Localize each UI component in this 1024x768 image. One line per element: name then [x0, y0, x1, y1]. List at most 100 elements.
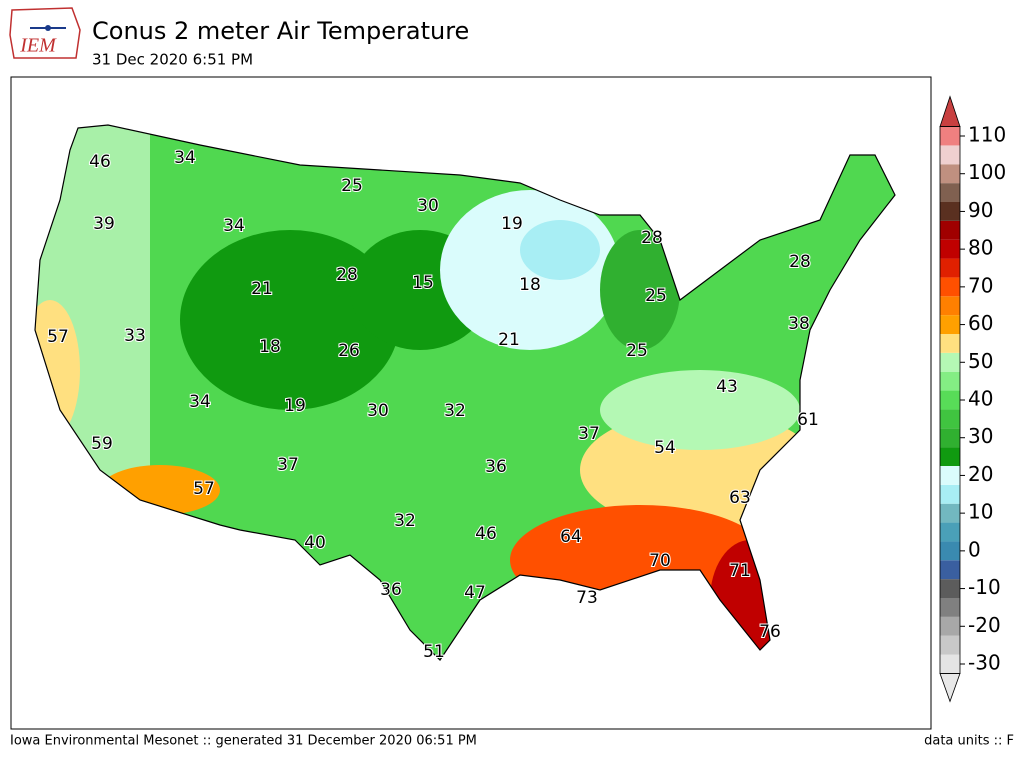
colorbar-cell: [940, 277, 960, 297]
temperature-label: 39: [93, 214, 115, 234]
temperature-label: 43: [716, 377, 738, 397]
colorbar-tick-label: 0: [968, 537, 981, 561]
colorbar-cell: [940, 447, 960, 466]
temperature-label: 30: [367, 401, 389, 421]
temperature-label: 57: [193, 479, 215, 499]
colorbar-cell: [940, 541, 960, 561]
colorbar-cell: [940, 503, 960, 523]
colorbar-cell: [940, 466, 960, 485]
temperature-label: 19: [284, 396, 306, 416]
temperature-label: 57: [47, 327, 69, 347]
colorbar-cell: [940, 635, 960, 655]
temperature-label: 61: [797, 410, 819, 430]
temperature-label: 26: [338, 341, 360, 361]
temperature-label: 34: [223, 216, 245, 236]
temperature-label: 32: [444, 401, 466, 421]
colorbar-tick-label: 40: [968, 387, 993, 411]
colorbar-tick-label: 50: [968, 349, 993, 373]
colorbar-tick-label: 20: [968, 462, 993, 486]
colorbar-cell: [940, 315, 960, 334]
colorbar-tick-label: 90: [968, 198, 993, 222]
temperature-label: 19: [501, 214, 523, 234]
temperature-label: 47: [464, 583, 486, 603]
colorbar-tick-label: 100: [968, 160, 1006, 184]
colorbar-top: [939, 95, 961, 127]
temperature-label: 51: [423, 642, 445, 662]
temperature-label: 15: [412, 273, 434, 293]
temperature-label: 34: [174, 148, 196, 168]
subtitle: 31 Dec 2020 6:51 PM: [92, 51, 253, 69]
footer-left: Iowa Environmental Mesonet :: generated …: [10, 734, 477, 749]
temperature-label: 25: [341, 176, 363, 196]
colorbar-tick-label: -20: [968, 613, 1001, 637]
colorbar-cell: [940, 239, 960, 259]
colorbar-tick-label: 10: [968, 500, 993, 524]
temperature-label: 64: [560, 527, 582, 547]
colorbar-tick-label: 30: [968, 424, 993, 448]
colorbar-cell: [940, 409, 960, 429]
temperature-label: 21: [498, 330, 520, 350]
colorbar-cell: [940, 334, 960, 353]
temperature-label: 46: [89, 152, 111, 172]
colorbar-tick-label: 60: [968, 311, 993, 335]
colorbar-cell: [940, 616, 960, 636]
colorbar-cell: [940, 202, 960, 221]
colorbar-cell: [940, 484, 960, 504]
temperature-label: 76: [759, 622, 781, 642]
colorbar-cell: [940, 390, 960, 410]
colorbar-tick-label: 70: [968, 273, 993, 297]
colorbar-tick-label: 80: [968, 236, 993, 260]
colorbar-cell: [940, 428, 960, 448]
footer-right: data units :: F: [924, 734, 1014, 749]
temperature-label: 40: [304, 533, 326, 553]
colorbar-tick-label: -30: [968, 651, 1001, 675]
colorbar-tick-label: 110: [968, 123, 1006, 147]
colorbar-cell: [940, 654, 960, 674]
colorbar-cell: [940, 258, 960, 278]
temperature-label: 25: [645, 286, 667, 306]
temperature-label: 28: [336, 265, 358, 285]
colorbar-cell: [940, 164, 960, 184]
temperature-label: 59: [91, 434, 113, 454]
colorbar-cell: [940, 220, 960, 240]
title: Conus 2 meter Air Temperature: [92, 17, 469, 45]
logo-text: IEM: [19, 35, 57, 57]
temperature-label: 34: [189, 392, 211, 412]
temperature-label: 36: [485, 457, 507, 477]
temperature-label: 33: [124, 326, 146, 346]
colorbar-cell: [940, 579, 960, 598]
temperature-label: 54: [654, 438, 676, 458]
temperature-label: 18: [519, 275, 541, 295]
colorbar-cell: [940, 522, 960, 542]
temperature-label: 73: [576, 588, 598, 608]
colorbar-cell: [940, 296, 960, 316]
colorbar-cell: [940, 352, 960, 372]
temperature-label: 37: [277, 455, 299, 475]
temperature-label: 46: [475, 524, 497, 544]
temperature-label: 38: [788, 314, 810, 334]
colorbar-tick-label: -10: [968, 575, 1001, 599]
colorbar-cell: [940, 183, 960, 202]
temperature-label: 71: [729, 561, 751, 581]
colorbar-cell: [940, 371, 960, 391]
temperature-label: 70: [649, 551, 671, 571]
temperature-label: 63: [729, 488, 751, 508]
logo: IEM: [9, 7, 81, 59]
temperature-label: 36: [380, 580, 402, 600]
temperature-label: 25: [626, 341, 648, 361]
temperature-label: 28: [641, 228, 663, 248]
colorbar-bottom: [939, 673, 961, 703]
temperature-label: 30: [417, 196, 439, 216]
colorbar-cell: [940, 598, 960, 617]
colorbar: -30 -20 -10 0 10 20 30 40 50 60 70 80 90 100 110: [939, 95, 1006, 703]
temperature-label: 37: [578, 424, 600, 444]
temperature-label: 32: [394, 511, 416, 531]
temperature-label: 28: [789, 252, 811, 272]
temperature-label: 21: [251, 279, 273, 299]
temperature-label: 18: [259, 337, 281, 357]
map-labels: 46 34 25 30 19 39 34 28 21 28 15 18 25 28 57 33 18 26 21 25…: [46, 147, 820, 663]
colorbar-cell: [940, 126, 960, 146]
colorbar-cell: [940, 145, 960, 165]
